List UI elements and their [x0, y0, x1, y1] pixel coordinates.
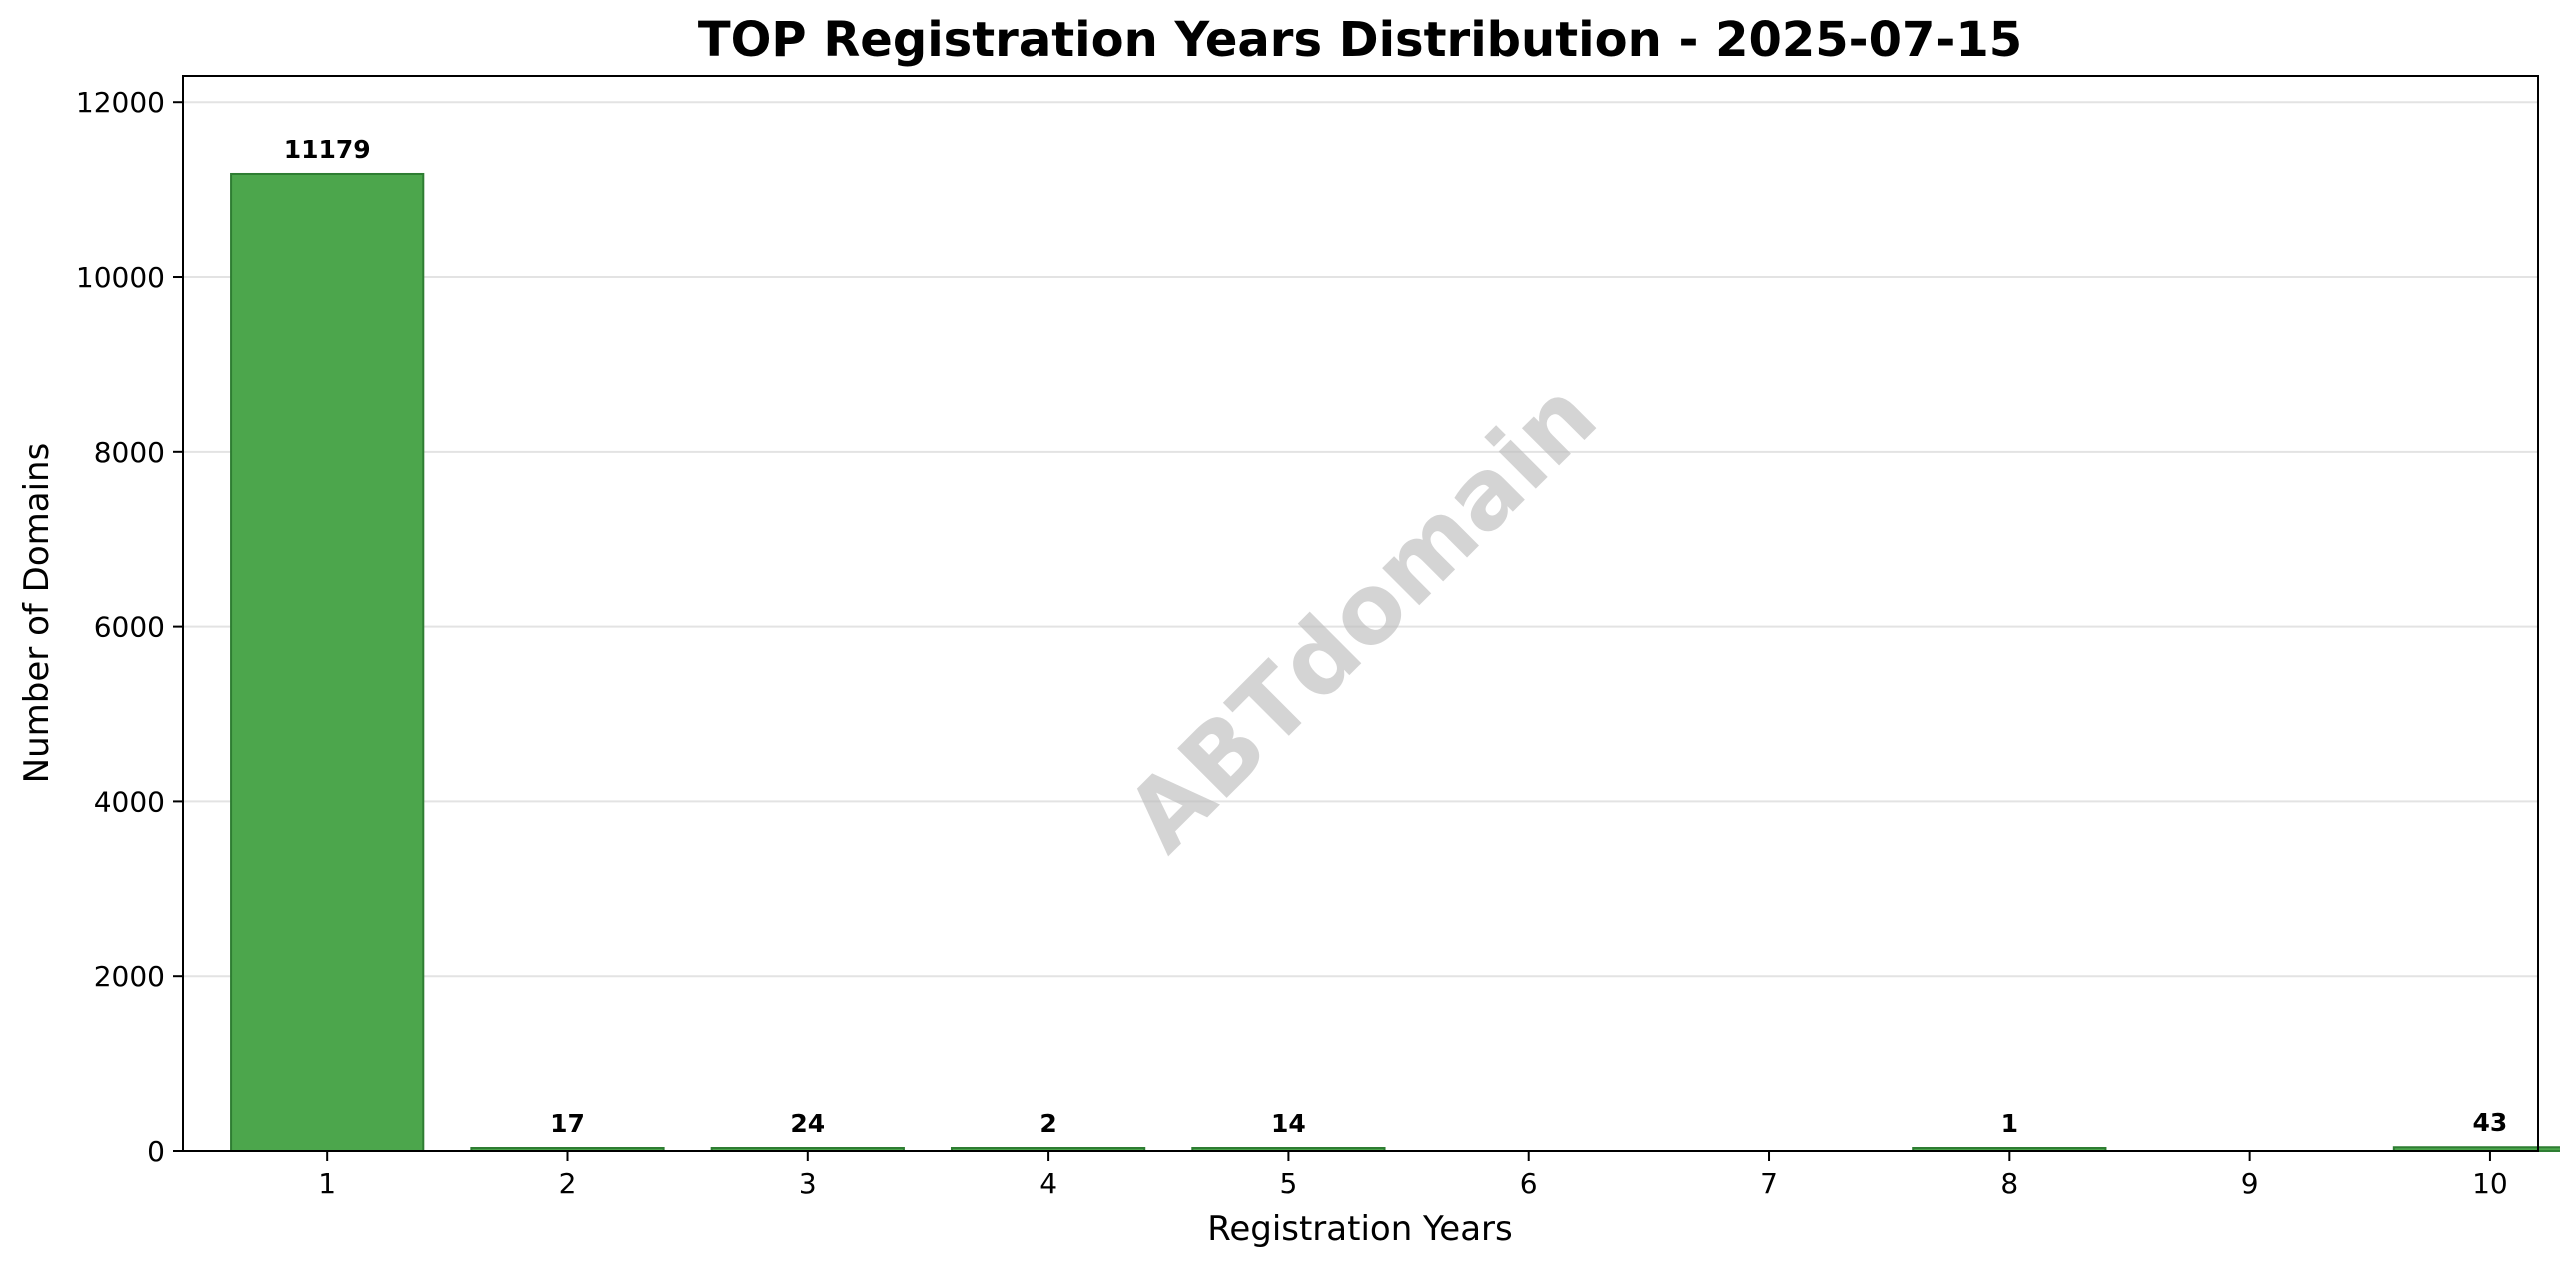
bar-value-label: 43 [2473, 1108, 2508, 1137]
data-labels: 11179 17 24 2 14 1 43 [284, 135, 2508, 1138]
x-tick-label: 4 [1039, 1167, 1057, 1200]
grid-lines [183, 101, 2538, 978]
bar-value-label: 17 [550, 1109, 585, 1138]
y-tick-label: 8000 [94, 436, 165, 469]
x-axis-label: Registration Years [1207, 1209, 1513, 1249]
bar-value-label: 11179 [284, 135, 371, 164]
bar-value-label: 2 [1039, 1109, 1056, 1138]
x-tick-label: 3 [799, 1167, 817, 1200]
x-axis-ticks: 1 2 3 4 5 6 7 8 9 10 [318, 1151, 2508, 1200]
y-tick-label: 6000 [94, 611, 165, 644]
x-tick-label: 2 [559, 1167, 577, 1200]
bar-value-label: 14 [1271, 1109, 1306, 1138]
y-tick-label: 12000 [76, 86, 165, 119]
chart-title: TOP Registration Years Distribution - 20… [698, 12, 2022, 68]
bar [230, 172, 425, 1152]
bar-value-label: 24 [790, 1109, 825, 1138]
x-tick-label: 6 [1520, 1167, 1538, 1200]
y-tick-label: 10000 [76, 261, 165, 294]
y-tick-label: 0 [147, 1135, 165, 1168]
x-tick-label: 10 [2472, 1167, 2508, 1200]
x-tick-label: 5 [1279, 1167, 1297, 1200]
y-axis-label: Number of Domains [17, 443, 57, 784]
y-tick-label: 2000 [94, 960, 165, 993]
y-axis-ticks: 0 2000 4000 6000 8000 10000 12000 [76, 86, 183, 1168]
x-tick-label: 7 [1760, 1167, 1778, 1200]
plot-frame [182, 75, 2539, 1152]
x-tick-label: 8 [2000, 1167, 2018, 1200]
x-tick-label: 1 [318, 1167, 336, 1200]
x-tick-label: 9 [2241, 1167, 2259, 1200]
y-tick-label: 4000 [94, 785, 165, 818]
bar-value-label: 1 [2001, 1109, 2018, 1138]
